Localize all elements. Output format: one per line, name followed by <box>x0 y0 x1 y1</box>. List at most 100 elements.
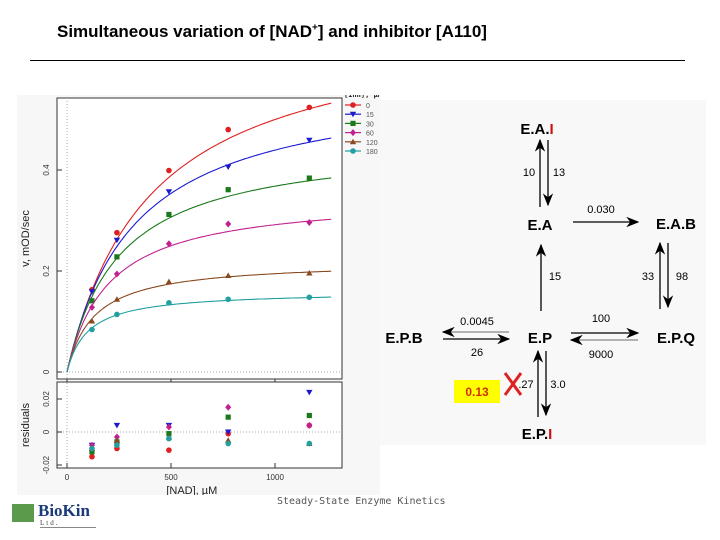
residual-point-30 <box>225 414 231 420</box>
species-eai: E.A.I <box>520 121 553 138</box>
data-point-60 <box>306 219 313 227</box>
rate-label-struck: .27 <box>518 379 533 391</box>
residual-axis-label: residuals <box>20 402 32 447</box>
residual-point-0 <box>166 447 172 453</box>
rate-label: 98 <box>676 271 688 283</box>
mechanism-diagram: E.A.I E.A E.A.B E.P.B E.P E.P.Q E.P.I 10… <box>380 100 706 445</box>
data-point-15 <box>113 237 121 244</box>
logo-mark-icon <box>12 504 34 522</box>
legend-label-60: 60 <box>366 131 374 138</box>
x-axis-label: [NAD], µM <box>166 485 217 495</box>
legend-title: [Inh], µM <box>344 95 380 99</box>
residual-point-15 <box>113 422 121 429</box>
data-point-30 <box>306 175 312 181</box>
fit-curve-30 <box>66 177 332 373</box>
data-point-0 <box>114 229 120 236</box>
inhibitor-label: I <box>550 121 554 138</box>
title-text-rest: ] and inhibitor [A110] <box>317 22 487 41</box>
rate-label: 15 <box>549 271 561 283</box>
biokin-logo: BioKin Ltd. <box>12 501 122 532</box>
diagram-svg: E.A.I E.A E.A.B E.P.B E.P E.P.Q E.P.I 10… <box>385 121 696 443</box>
strike-cross-icon <box>503 372 523 396</box>
title-divider <box>30 60 685 61</box>
legend-marker-30 <box>350 120 356 126</box>
x-tick-label: 1000 <box>266 473 284 482</box>
data-point-180 <box>114 311 120 318</box>
rate-label: 0.0045 <box>460 316 494 328</box>
rate-label: 0.030 <box>587 204 615 216</box>
data-point-0 <box>225 126 231 133</box>
fit-curve-60 <box>66 218 332 373</box>
data-point-60 <box>113 270 120 278</box>
data-point-30 <box>114 254 120 260</box>
data-point-180 <box>89 326 95 333</box>
data-point-15 <box>88 289 96 295</box>
data-point-30 <box>225 187 231 193</box>
rate-label: 3.0 <box>550 379 565 391</box>
residual-point-30 <box>166 431 172 437</box>
y-tick-label: 0.2 <box>42 265 51 277</box>
rate-label: 26 <box>471 347 483 359</box>
data-point-0 <box>166 167 172 174</box>
residual-y-tick-label: 0.02 <box>42 391 51 407</box>
data-point-30 <box>89 298 95 304</box>
legend-marker-180 <box>350 148 356 154</box>
data-point-120 <box>88 317 96 324</box>
data-point-0 <box>306 104 313 111</box>
rate-label: 100 <box>592 313 610 325</box>
data-point-120 <box>165 278 173 285</box>
residual-point-60 <box>113 433 120 441</box>
residual-point-180 <box>89 445 95 452</box>
legend-label-30: 30 <box>366 121 374 128</box>
main-plot-frame <box>56 97 343 380</box>
legend-marker-120 <box>349 138 357 145</box>
legend-marker-60 <box>350 129 356 137</box>
correction-highlight <box>454 380 500 403</box>
legend-label-120: 120 <box>366 140 378 147</box>
fit-curve-15 <box>66 137 332 373</box>
residual-point-30 <box>89 449 95 455</box>
y-axis-label: v, mOD/sec <box>20 210 32 267</box>
fit-curve-120 <box>66 270 332 373</box>
species-epi: E.P.I <box>522 426 553 443</box>
fit-curve-0 <box>66 102 332 373</box>
residual-point-15 <box>306 389 313 396</box>
legend-label-0: 0 <box>366 103 370 110</box>
legend-label-180: 180 <box>366 149 378 156</box>
residual-point-120 <box>113 437 121 443</box>
residual-point-60 <box>225 403 232 411</box>
species-epq: E.P.Q <box>657 330 695 347</box>
species-epb: E.P.B <box>385 330 422 347</box>
species-eab: E.A.B <box>656 216 696 233</box>
title-superscript: + <box>312 22 318 34</box>
logo-name: BioKin <box>38 501 90 520</box>
slide-title: Simultaneous variation of [NAD+] and inh… <box>57 22 487 42</box>
species-ep: E.P <box>528 330 552 347</box>
y-tick-label: 0 <box>42 369 51 374</box>
residual-point-180 <box>166 435 172 442</box>
residual-point-15 <box>225 429 232 435</box>
legend-marker-0 <box>350 102 356 108</box>
data-point-15 <box>225 164 232 170</box>
rate-label: 13 <box>553 167 565 179</box>
x-tick-label: 0 <box>65 473 70 482</box>
data-point-180 <box>225 296 231 303</box>
residual-plot-frame <box>56 381 343 469</box>
species-ea: E.A <box>527 217 552 234</box>
y-tick-label: 0.4 <box>42 164 51 176</box>
data-point-120 <box>225 272 232 279</box>
residual-point-180 <box>225 440 231 447</box>
data-point-15 <box>306 137 313 144</box>
residual-point-60 <box>165 423 172 431</box>
kinetics-chart: 0 0.2 0.4 -0.02 0 0.02 0 500 1000 [NAD], µM v, mOD… <box>17 95 380 495</box>
title-text: Simultaneous variation of [NAD <box>57 22 313 41</box>
corrected-rate: 0.13 <box>465 385 489 399</box>
data-point-180 <box>166 300 172 306</box>
legend-marker-15 <box>349 111 357 118</box>
rate-label: 10 <box>523 167 535 179</box>
footer-caption: Steady-State Enzyme Kinetics <box>277 496 446 507</box>
logo-sub: Ltd. <box>40 519 96 528</box>
legend-label-15: 15 <box>366 112 374 119</box>
residual-point-60 <box>306 421 313 429</box>
rate-label: 9000 <box>589 349 613 361</box>
